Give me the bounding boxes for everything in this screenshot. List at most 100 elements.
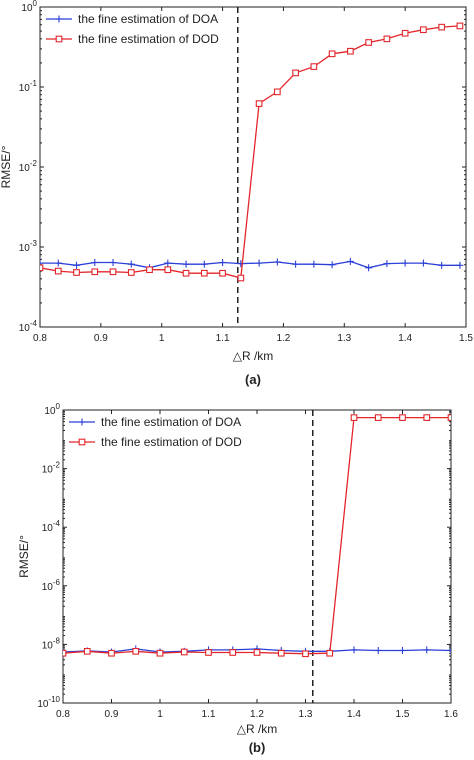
data-point-doa: [292, 260, 300, 268]
data-point-doa: [438, 261, 446, 269]
data-point-dod: [326, 649, 334, 657]
data-point-dod: [156, 649, 164, 657]
data-point-doa: [200, 260, 208, 268]
x-tick-label: 0.8: [56, 709, 70, 720]
data-point-doa: [127, 260, 135, 268]
data-point-doa: [219, 259, 227, 267]
panel-label: (b): [249, 740, 266, 755]
legend: the fine estimation of DOA the fine estim…: [69, 415, 242, 449]
legend: the fine estimation of DOA the fine estim…: [46, 12, 219, 46]
data-point-doa: [399, 646, 406, 654]
data-point-doa: [237, 260, 245, 268]
data-point-doa: [54, 259, 62, 267]
legend-label: the fine estimation of DOD: [78, 32, 219, 46]
data-point-dod: [132, 647, 140, 655]
data-point-dod: [273, 88, 281, 96]
x-tick-label: 1.4: [398, 333, 412, 344]
data-point-doa: [365, 264, 373, 272]
data-layer: [40, 22, 464, 282]
legend-marker-square: [55, 35, 63, 43]
data-point-doa: [164, 259, 172, 267]
legend-label: the fine estimation of DOD: [101, 435, 242, 449]
data-point-dod: [109, 268, 117, 276]
x-tick-label: 1.1: [202, 709, 216, 720]
x-tick-label: 1.2: [250, 709, 264, 720]
y-axis-title: RMSE/°: [0, 145, 13, 188]
data-point-dod: [146, 266, 153, 274]
data-point-dod: [447, 414, 451, 421]
data-point-doa: [273, 258, 281, 266]
data-point-dod: [423, 414, 431, 421]
data-point-doa: [109, 259, 117, 267]
data-layer: [63, 414, 451, 658]
data-point-doa: [383, 260, 391, 268]
x-tick-label: 0.9: [94, 333, 108, 344]
data-point-doa: [419, 259, 427, 267]
data-point-doa: [447, 646, 451, 654]
legend-label: the fine estimation of DOA: [101, 415, 241, 429]
data-point-dod: [40, 264, 44, 272]
x-tick-label: 1.5: [396, 709, 410, 720]
data-point-dod: [229, 649, 237, 656]
data-point-doa: [73, 261, 81, 269]
x-tick-label: 0.9: [105, 709, 119, 720]
data-point-dod: [54, 267, 62, 275]
data-point-dod: [108, 649, 115, 657]
data-point-doa: [374, 646, 382, 654]
data-point-doa: [182, 260, 190, 268]
data-point-doa: [328, 261, 336, 269]
x-tick-label: 1.4: [347, 709, 361, 720]
x-tick-label: 1.6: [444, 709, 458, 720]
data-point-dod: [420, 26, 427, 34]
data-point-dod: [73, 269, 80, 276]
data-point-dod: [347, 47, 354, 55]
data-point-dod: [438, 23, 446, 31]
data-point-dod: [164, 266, 172, 274]
data-point-dod: [302, 650, 309, 658]
data-point-dod: [383, 35, 391, 43]
data-point-doa: [255, 259, 263, 267]
chart-panel-1: 0.8 0.9 1 1.1 1.2 1.3 1.4 1.510-410-310-210-110…: [0, 0, 473, 387]
legend-marker-square: [78, 438, 86, 446]
data-point-dod: [63, 649, 67, 657]
x-tick-label: 1: [159, 333, 165, 344]
data-point-doa: [40, 259, 44, 267]
data-point-doa: [401, 259, 409, 267]
data-point-doa: [310, 260, 318, 268]
data-point-dod: [180, 648, 188, 656]
y-axis-title: RMSE/°: [17, 535, 31, 578]
data-point-dod: [237, 274, 245, 282]
data-point-dod: [253, 649, 261, 656]
x-tick-label: 1.3: [299, 709, 313, 720]
data-point-dod: [277, 649, 285, 657]
panel-label: (a): [245, 372, 261, 387]
data-point-dod: [292, 69, 299, 77]
x-tick-label: 0.8: [33, 333, 47, 344]
data-point-dod: [365, 39, 372, 46]
data-point-dod: [255, 100, 263, 107]
x-axis-title: △R /km: [233, 349, 274, 363]
data-point-doa: [91, 259, 99, 267]
x-axis-title: △R /km: [237, 722, 278, 736]
x-tick-label: 1.3: [337, 333, 351, 344]
data-point-dod: [182, 269, 190, 277]
data-point-doa: [423, 646, 431, 654]
data-point-doa: [456, 261, 464, 269]
data-point-doa: [350, 646, 358, 654]
legend-label: the fine estimation of DOA: [78, 12, 218, 26]
data-point-doa: [346, 257, 354, 265]
data-point-dod: [328, 50, 336, 58]
data-point-dod: [127, 269, 135, 276]
data-point-dod: [205, 649, 212, 656]
data-point-dod: [456, 22, 464, 30]
data-point-dod: [219, 269, 226, 277]
data-point-dod: [401, 29, 409, 37]
x-tick-label: 1.2: [276, 333, 290, 344]
chart-panel-2: 0.8 0.9 1 1.1 1.2 1.3 1.4 1.5 1.610-1010-810-610…: [17, 402, 458, 755]
data-point-dod: [350, 414, 358, 421]
data-point-dod: [399, 414, 406, 421]
data-point-dod: [83, 647, 91, 655]
data-point-dod: [91, 268, 99, 276]
x-tick-label: 1: [157, 709, 163, 720]
